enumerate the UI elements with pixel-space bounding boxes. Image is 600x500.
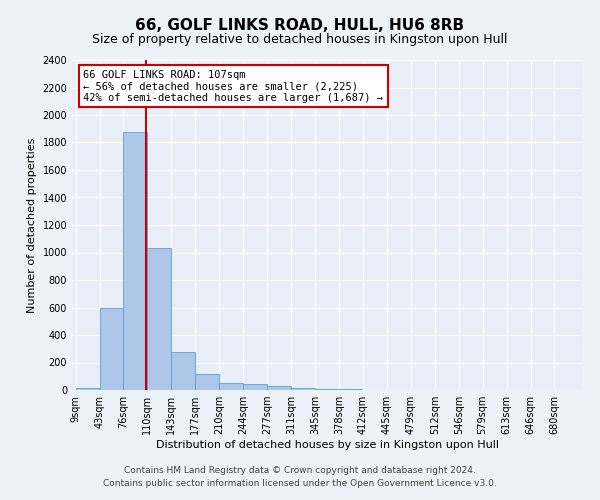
Bar — [76, 388, 99, 390]
Bar — [148, 248, 171, 390]
Bar — [219, 383, 243, 390]
Text: 66, GOLF LINKS ROAD, HULL, HU6 8RB: 66, GOLF LINKS ROAD, HULL, HU6 8RB — [136, 18, 464, 32]
Bar — [124, 132, 147, 390]
Y-axis label: Number of detached properties: Number of detached properties — [27, 138, 37, 312]
Bar — [291, 388, 314, 390]
Text: 66 GOLF LINKS ROAD: 107sqm
← 56% of detached houses are smaller (2,225)
42% of s: 66 GOLF LINKS ROAD: 107sqm ← 56% of deta… — [83, 70, 383, 103]
Bar — [196, 374, 219, 390]
Bar — [243, 384, 266, 390]
Bar — [100, 308, 123, 390]
Bar — [267, 386, 290, 390]
Bar — [172, 352, 195, 390]
Text: Size of property relative to detached houses in Kingston upon Hull: Size of property relative to detached ho… — [92, 32, 508, 46]
Text: Contains HM Land Registry data © Crown copyright and database right 2024.
Contai: Contains HM Land Registry data © Crown c… — [103, 466, 497, 487]
X-axis label: Distribution of detached houses by size in Kingston upon Hull: Distribution of detached houses by size … — [155, 440, 499, 450]
